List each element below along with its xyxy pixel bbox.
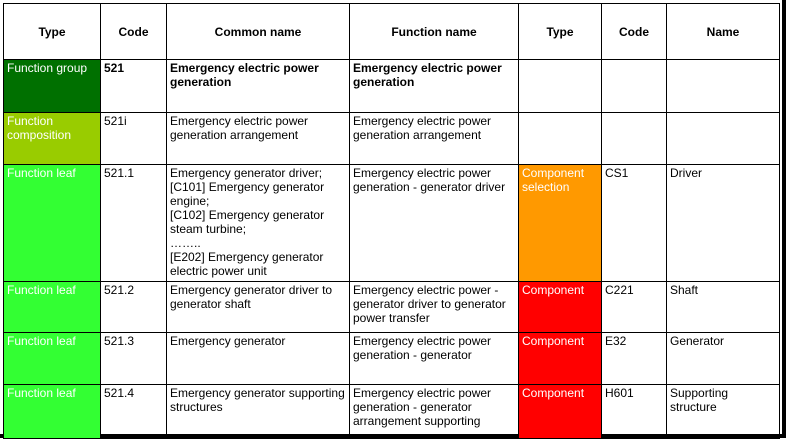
- common-name-cell: Emergency generator driver; [C101] Emerg…: [166, 164, 350, 282]
- component-name-cell: Supporting structure: [666, 384, 780, 439]
- table-row: Function leaf 521.4 Emergency generator …: [3, 384, 780, 439]
- function-component-table: Type Code Common name Function name Type…: [3, 3, 780, 439]
- common-name-cell: Emergency electric power generation arra…: [166, 112, 350, 165]
- code-cell: 521.3: [100, 332, 167, 385]
- common-name-cell: Emergency generator supporting structure…: [166, 384, 350, 439]
- function-name-cell: Emergency electric power generation arra…: [349, 112, 519, 165]
- component-name-cell: Shaft: [666, 281, 780, 333]
- component-name-cell: [666, 59, 780, 113]
- common-name-cell: Emergency electric power generation: [166, 59, 350, 113]
- component-name-cell: [666, 112, 780, 165]
- type-cell: Function leaf: [3, 281, 101, 333]
- component-code-cell: E32: [601, 332, 667, 385]
- component-name-cell: Generator: [666, 332, 780, 385]
- component-code-cell: CS1: [601, 164, 667, 282]
- code-cell: 521i: [100, 112, 167, 165]
- code-cell: 521: [100, 59, 167, 113]
- code-cell: 521.4: [100, 384, 167, 439]
- header-row: Type Code Common name Function name Type…: [3, 3, 780, 60]
- component-code-cell: [601, 59, 667, 113]
- component-code-cell: H601: [601, 384, 667, 439]
- type-cell: Function leaf: [3, 332, 101, 385]
- function-name-cell: Emergency electric power generation - ge…: [349, 384, 519, 439]
- table-row: Function composition 521i Emergency elec…: [3, 112, 780, 165]
- function-name-cell: Emergency electric power generation - ge…: [349, 164, 519, 282]
- component-name-cell: Driver: [666, 164, 780, 282]
- header-common-name: Common name: [166, 3, 350, 60]
- common-name-cell: Emergency generator: [166, 332, 350, 385]
- type-cell: Function leaf: [3, 164, 101, 282]
- component-type-cell: Component: [518, 332, 602, 385]
- type-cell: Function group: [3, 59, 101, 113]
- type-cell: Function composition: [3, 112, 101, 165]
- common-name-cell: Emergency generator driver to generator …: [166, 281, 350, 333]
- component-type-cell: Component: [518, 384, 602, 439]
- header-component-code: Code: [601, 3, 667, 60]
- component-type-cell: [518, 112, 602, 165]
- table-row: Function leaf 521.3 Emergency generator …: [3, 332, 780, 385]
- function-name-cell: Emergency electric power generation - ge…: [349, 332, 519, 385]
- header-component-type: Type: [518, 3, 602, 60]
- header-function-name: Function name: [349, 3, 519, 60]
- function-name-cell: Emergency electric power generation: [349, 59, 519, 113]
- code-cell: 521.1: [100, 164, 167, 282]
- table-row: Function group 521 Emergency electric po…: [3, 59, 780, 113]
- code-cell: 521.2: [100, 281, 167, 333]
- header-type: Type: [3, 3, 101, 60]
- component-type-cell: [518, 59, 602, 113]
- header-code: Code: [100, 3, 167, 60]
- component-code-cell: C221: [601, 281, 667, 333]
- component-type-cell: Component selection: [518, 164, 602, 282]
- table-row: Function leaf 521.2 Emergency generator …: [3, 281, 780, 333]
- component-type-cell: Component: [518, 281, 602, 333]
- table-row: Function leaf 521.1 Emergency generator …: [3, 164, 780, 282]
- type-cell: Function leaf: [3, 384, 101, 439]
- header-component-name: Name: [666, 3, 780, 60]
- component-code-cell: [601, 112, 667, 165]
- function-name-cell: Emergency electric power - generator dri…: [349, 281, 519, 333]
